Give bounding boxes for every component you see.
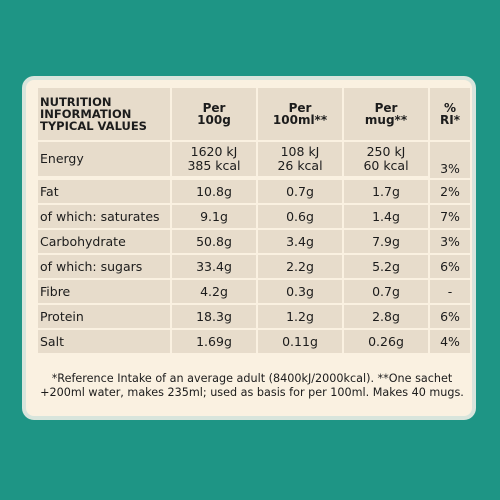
row-label-salt: Salt (38, 330, 170, 353)
sugars-per-mug: 5.2g (344, 255, 428, 278)
protein-per-mug: 2.8g (344, 305, 428, 328)
energy-per-mug: 250 kJ 60 kcal (344, 142, 428, 176)
protein-per-100ml: 1.2g (258, 305, 342, 328)
row-label-fibre: Fibre (38, 280, 170, 303)
nutrition-table: NUTRITION INFORMATION TYPICAL VALUES Per… (38, 88, 470, 353)
row-label-sugars: of which: sugars (38, 255, 170, 278)
salt-per-mug: 0.26g (344, 330, 428, 353)
carbohydrate-per-100ml: 3.4g (258, 230, 342, 253)
row-label-protein: Protein (38, 305, 170, 328)
carbohydrate-per-100g: 50.8g (172, 230, 256, 253)
saturates-per-mug: 1.4g (344, 205, 428, 228)
row-label-saturates: of which: saturates (38, 205, 170, 228)
protein-ri: 6% (430, 305, 470, 328)
carbohydrate-per-mug: 7.9g (344, 230, 428, 253)
fat-per-mug: 1.7g (344, 180, 428, 203)
protein-per-100g: 18.3g (172, 305, 256, 328)
carbohydrate-ri: 3% (430, 230, 470, 253)
reference-intake-footnote: *Reference Intake of an average adult (8… (40, 372, 464, 399)
saturates-per-100g: 9.1g (172, 205, 256, 228)
row-label-fat: Fat (38, 180, 170, 203)
saturates-per-100ml: 0.6g (258, 205, 342, 228)
row-label-energy: Energy (38, 142, 170, 176)
saturates-ri: 7% (430, 205, 470, 228)
fat-ri: 2% (430, 180, 470, 203)
salt-ri: 4% (430, 330, 470, 353)
salt-per-100ml: 0.11g (258, 330, 342, 353)
fibre-per-100g: 4.2g (172, 280, 256, 303)
sugars-per-100ml: 2.2g (258, 255, 342, 278)
row-label-carbohydrate: Carbohydrate (38, 230, 170, 253)
energy-per-100ml: 108 kJ 26 kcal (258, 142, 342, 176)
nutrition-panel: NUTRITION INFORMATION TYPICAL VALUES Per… (22, 76, 476, 420)
sugars-ri: 6% (430, 255, 470, 278)
column-header-per-100g: Per 100g (172, 88, 256, 140)
column-header-ri: % RI* (430, 88, 470, 140)
fat-per-100ml: 0.7g (258, 180, 342, 203)
column-header-per-100ml: Per 100ml** (258, 88, 342, 140)
sugars-per-100g: 33.4g (172, 255, 256, 278)
energy-per-100g: 1620 kJ 385 kcal (172, 142, 256, 176)
fibre-per-100ml: 0.3g (258, 280, 342, 303)
salt-per-100g: 1.69g (172, 330, 256, 353)
fibre-ri: - (430, 280, 470, 303)
fat-per-100g: 10.8g (172, 180, 256, 203)
table-header-title: NUTRITION INFORMATION TYPICAL VALUES (38, 88, 170, 140)
energy-ri: 3% (430, 142, 470, 178)
column-header-per-mug: Per mug** (344, 88, 428, 140)
fibre-per-mug: 0.7g (344, 280, 428, 303)
